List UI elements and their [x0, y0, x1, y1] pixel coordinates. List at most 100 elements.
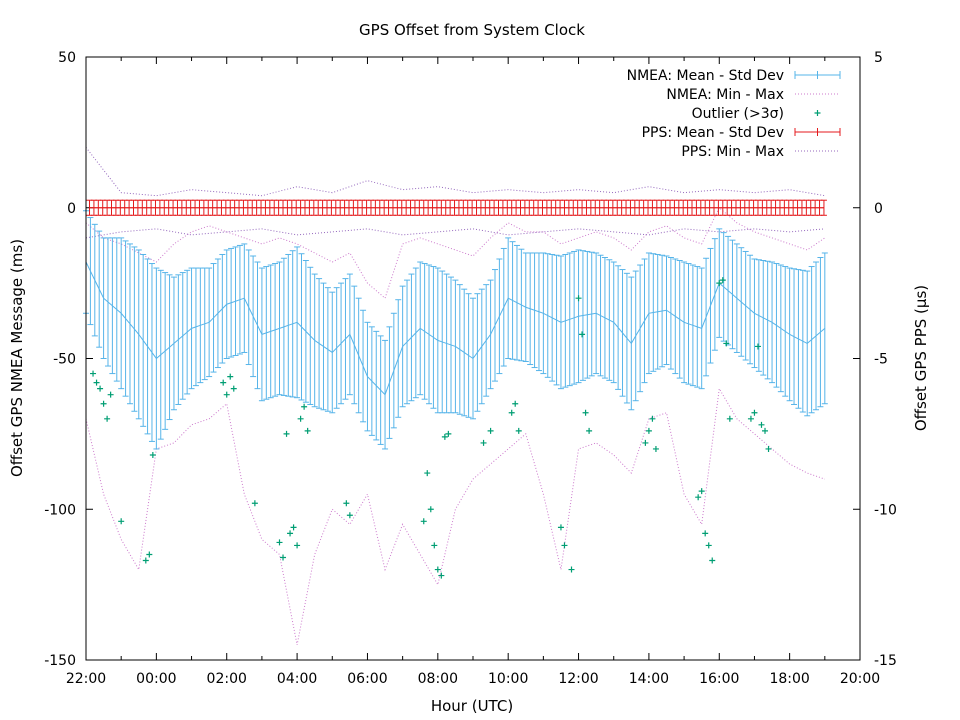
outlier-point [709, 557, 716, 564]
outlier-point [283, 430, 290, 437]
series-layer [83, 147, 828, 646]
outlier-point [90, 370, 97, 377]
outlier-point [107, 391, 114, 398]
outlier-point [645, 427, 652, 434]
outlier-point [220, 379, 227, 386]
y2-tick-label: -5 [874, 352, 888, 368]
x-tick-label: 22:00 [66, 671, 106, 687]
legend-label: NMEA: Mean - Std Dev [627, 68, 784, 84]
outlier-point [230, 385, 237, 392]
x-axis-label: Hour (UTC) [431, 697, 513, 715]
x-tick-label: 20:00 [840, 671, 880, 687]
outlier-point [97, 385, 104, 392]
legend-label: PPS: Mean - Std Dev [642, 125, 784, 141]
y-tick-label: -100 [44, 502, 76, 518]
x-tick-label: 08:00 [418, 671, 458, 687]
outlier-point [747, 415, 754, 422]
outlier-point [557, 524, 564, 531]
outlier-point [762, 427, 769, 434]
legend-label: NMEA: Min - Max [666, 87, 784, 103]
outlier-point [441, 433, 448, 440]
y2-tick-label: -10 [874, 502, 897, 518]
outlier-point [719, 277, 726, 284]
x-tick-label: 04:00 [277, 671, 317, 687]
y-tick-label: -150 [44, 653, 76, 669]
outlier-point [652, 445, 659, 452]
outlier-point [276, 539, 283, 546]
outlier-point [649, 415, 656, 422]
y-tick-label: 0 [67, 201, 76, 217]
outlier-point [758, 421, 765, 428]
outlier-point [512, 400, 519, 407]
x-tick-label: 16:00 [699, 671, 739, 687]
outlier-point [93, 379, 100, 386]
outlier-point [579, 331, 586, 338]
outlier-point [568, 566, 575, 573]
nmea-mean-line [85, 261, 826, 396]
outlier-point [427, 506, 434, 513]
grid-ticks: 22:00 00:00 02:00 04:00 06:00 08:00 10:00 12:00… [44, 50, 897, 687]
y2-tick-label: 5 [874, 50, 883, 66]
outlier-point [695, 494, 702, 501]
x-tick-label: 12:00 [558, 671, 598, 687]
outlier-point [100, 400, 107, 407]
outlier-point [301, 403, 308, 410]
outlier-point [726, 415, 733, 422]
outlier-point [297, 415, 304, 422]
outlier-point [582, 409, 589, 416]
outlier-point [698, 488, 705, 495]
outlier-point [280, 554, 287, 561]
outlier-point [508, 409, 515, 416]
y-tick-label: -50 [53, 352, 76, 368]
outlier-point [290, 524, 297, 531]
outlier-point [227, 373, 234, 380]
legend-label: Outlier (>3σ) [692, 106, 784, 122]
outlier-point [586, 427, 593, 434]
legend-label: PPS: Min - Max [681, 144, 784, 160]
outlier-point [104, 415, 111, 422]
x-tick-label: 02:00 [207, 671, 247, 687]
x-tick-label: 18:00 [769, 671, 809, 687]
outlier-point [142, 557, 149, 564]
y2-axis-label: Offset GPS PPS (µs) [912, 285, 930, 431]
outlier-point [343, 500, 350, 507]
chart-title: GPS Offset from System Clock [359, 21, 585, 39]
outlier-point [149, 451, 156, 458]
outlier-point [445, 430, 452, 437]
outlier-point [754, 343, 761, 350]
y-tick-label: 50 [58, 50, 76, 66]
plot-border [85, 56, 861, 661]
outlier-point [251, 500, 258, 507]
legend: NMEA: Mean - Std Dev NMEA: Min - Max Outli… [627, 68, 841, 160]
pps-max-line [85, 147, 825, 197]
legend-swatch-point [814, 110, 821, 116]
outlier-point [751, 409, 758, 416]
y-axis-label: Offset GPS NMEA Message (ms) [8, 239, 26, 477]
outlier-point [487, 427, 494, 434]
y2-tick-label: 0 [874, 201, 883, 217]
outlier-point [304, 427, 311, 434]
outlier-point [434, 566, 441, 573]
outlier-point [480, 439, 487, 446]
outlier-point [642, 439, 649, 446]
nmea-min-line [85, 387, 825, 646]
outlier-point [438, 572, 445, 579]
nmea-max-line [85, 206, 826, 300]
x-tick-label: 00:00 [136, 671, 176, 687]
outlier-point [146, 551, 153, 558]
x-tick-label: 14:00 [629, 671, 669, 687]
x-tick-label: 10:00 [488, 671, 528, 687]
outlier-point [716, 280, 723, 287]
y2-tick-label: -15 [874, 653, 897, 669]
outlier-point [702, 530, 709, 537]
outlier-point [723, 340, 730, 347]
outlier-point [561, 542, 568, 549]
outlier-point [118, 518, 125, 525]
x-tick-label: 06:00 [347, 671, 387, 687]
outlier-point [431, 542, 438, 549]
outlier-point [705, 542, 712, 549]
outlier-point [424, 470, 431, 477]
outlier-point [765, 445, 772, 452]
outlier-point [287, 530, 294, 537]
